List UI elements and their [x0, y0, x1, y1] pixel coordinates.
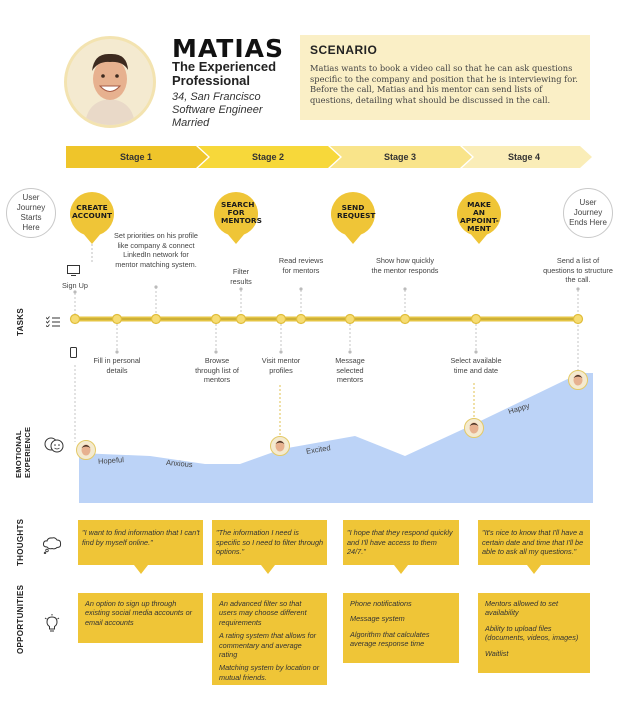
- stage-2-arrow: [198, 146, 340, 168]
- task-send-questions: Send a list of questions to structure th…: [543, 256, 613, 285]
- task-set-priorities: Set priorities on his profile like compa…: [114, 231, 198, 269]
- task-browse-mentors: Browse through list of mentors: [195, 356, 239, 385]
- task-select-time: Select available time and date: [450, 356, 502, 375]
- thought-bubble-2: [212, 520, 327, 574]
- persona-name: MATIAS: [172, 34, 284, 63]
- task-response-speed: Show how quickly the mentor responds: [371, 256, 439, 275]
- opportunity-2-item-1: An advanced filter so that users may cho…: [219, 599, 307, 627]
- step-create-account: CREATE ACCOUNT: [70, 192, 114, 244]
- emotion-area: [79, 373, 593, 503]
- opportunity-4-item-3: Waitlist: [485, 648, 509, 658]
- step-label: MAKE AN APPOINT-MENT: [460, 200, 499, 233]
- stage-1-arrow: [66, 146, 208, 168]
- task-filter-results: Filter results: [230, 267, 252, 286]
- opportunity-card-4: Mentors allowed to set availability Abil…: [478, 593, 590, 673]
- opportunity-4-item-2: Ability to upload files (documents, vide…: [485, 623, 579, 643]
- opportunity-2-item-3: Matching system by location or mutual fr…: [219, 663, 320, 682]
- opportunity-3-item-2: Message system: [350, 614, 405, 624]
- opportunity-card-3: Phone notifications Message system Algor…: [343, 593, 459, 663]
- task-visit-profiles: Visit mentor profiles: [261, 356, 301, 375]
- pin-shape: [70, 192, 114, 244]
- journey-start-label: User Journey Starts Here: [16, 193, 46, 232]
- stage-3-label: Stage 3: [383, 152, 416, 162]
- journey-end-label: User Journey Ends Here: [569, 198, 607, 227]
- pin-shape: [214, 192, 258, 244]
- persona-occupation: Software Engineer: [172, 104, 263, 116]
- desktop-icon: [67, 265, 80, 276]
- opportunity-4-item-1: Mentors allowed to set availability: [485, 599, 559, 618]
- persona-face-illustration: [67, 39, 153, 125]
- thought-bubble-1: [78, 520, 203, 574]
- stage-bar: Stage 1 Stage 2 Stage 3 Stage 4: [66, 146, 592, 168]
- journey-start-circle: User Journey Starts Here: [6, 188, 56, 238]
- persona-mini-avatar-hopeful: [76, 440, 96, 460]
- step-label: SEARCH FOR MENTORS: [221, 200, 262, 225]
- step-search-mentors: SEARCH FOR MENTORS: [214, 192, 262, 244]
- stage-3-arrow: [330, 146, 472, 168]
- opportunity-card-2: An advanced filter so that users may cho…: [212, 593, 327, 685]
- task-read-reviews: Read reviews for mentors: [278, 256, 324, 275]
- thought-2: "The information I need is specific so I…: [216, 528, 324, 557]
- persona-mini-avatar-end: [568, 370, 588, 390]
- emotion-faces-icon: [44, 437, 64, 453]
- stage-2-label: Stage 2: [251, 152, 284, 162]
- task-dots: [69, 313, 584, 325]
- scenario-box: SCENARIO Matias wants to book a video ca…: [300, 35, 590, 120]
- thought-1: "I want to find information that I can't…: [82, 528, 200, 547]
- pin-shape: [457, 192, 501, 244]
- opportunity-3-item-3: Algorithm that calculates average respon…: [350, 629, 430, 649]
- scenario-text: Matias wants to book a video call so tha…: [310, 63, 578, 105]
- journey-end-circle: User Journey Ends Here: [563, 188, 613, 238]
- thought-3: "I hope that they respond quickly and I'…: [347, 528, 453, 557]
- step-send-request: SEND REQUEST: [331, 192, 375, 244]
- persona-avatar: [64, 36, 156, 128]
- opportunity-2-item-2: A rating system that allows for commenta…: [219, 631, 317, 660]
- task-list-icon: [46, 316, 60, 327]
- thought-bubble-4: [478, 520, 590, 574]
- persona-mini-avatar-excited: [270, 436, 290, 456]
- stage-1-label: Stage 1: [119, 152, 152, 162]
- opportunity-card-1: An option to sign up through existing so…: [78, 593, 203, 643]
- lightbulb-icon: [44, 614, 60, 632]
- step-make-appointment: MAKE AN APPOINT-MENT: [457, 192, 501, 244]
- persona-age-location: 34, San Francisco: [172, 91, 261, 103]
- step-label: CREATE ACCOUNT: [71, 203, 113, 220]
- thought-4: "It's nice to know that I'll have a cert…: [482, 528, 584, 557]
- opportunity-3-item-1: Phone notifications: [350, 599, 412, 608]
- persona-meta: 34, San Francisco Software Engineer Marr…: [172, 91, 302, 130]
- task-message-mentors: Message selected mentors: [335, 356, 365, 385]
- persona-mini-avatar-happy: [464, 418, 484, 438]
- pin-shape: [331, 192, 375, 244]
- opportunity-1-item-1: An option to sign up through existing so…: [85, 599, 193, 627]
- section-label-opportunities: OPPORTUNITIES: [16, 584, 25, 654]
- stage-4-arrow: [462, 146, 592, 168]
- stage-4-label: Stage 4: [507, 152, 540, 162]
- task-fill-details: Fill in personal details: [93, 356, 141, 375]
- step-label: SEND REQUEST: [337, 203, 376, 220]
- mobile-icon: [70, 347, 77, 358]
- thought-bubble-3: [343, 520, 459, 574]
- persona-status: Married: [172, 117, 210, 129]
- thought-cloud-icon: [42, 537, 62, 554]
- task-sign-up: Sign Up: [62, 281, 88, 290]
- scenario-title: SCENARIO: [310, 43, 378, 57]
- persona-subtitle: The Experienced Professional: [172, 59, 277, 88]
